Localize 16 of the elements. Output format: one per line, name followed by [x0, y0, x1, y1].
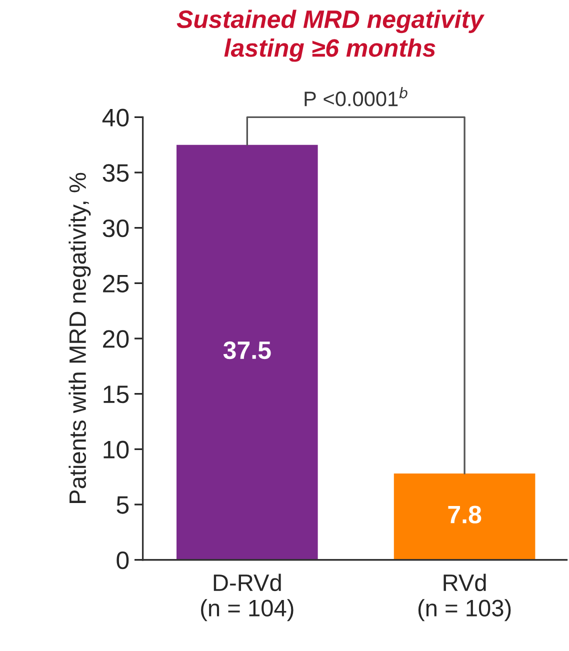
data-label: 7.8: [448, 506, 482, 524]
y-tick-label: 10: [104, 440, 129, 458]
x-tick-label: RVd (n = 103): [418, 574, 511, 622]
y-tick-label: 25: [103, 274, 129, 292]
y-tick-label: 20: [103, 330, 129, 348]
x-tick-label: D-RVd (n = 104): [201, 574, 294, 622]
y-tick-label: 0: [116, 551, 129, 570]
chart-title: Sustained MRD negativity lasting ≥6 months: [176, 10, 485, 62]
y-tick-label: 15: [104, 386, 129, 404]
data-label: 37.5: [223, 341, 271, 360]
y-tick-label: 35: [102, 164, 129, 182]
y-tick-label: 40: [102, 108, 129, 126]
y-tick-label: 30: [102, 219, 129, 238]
y-axis-title: Patients with MRD negativity, %: [68, 172, 91, 504]
y-tick-label: 5: [116, 496, 129, 514]
text: P <0.0001$^{b}$: [304, 87, 408, 106]
